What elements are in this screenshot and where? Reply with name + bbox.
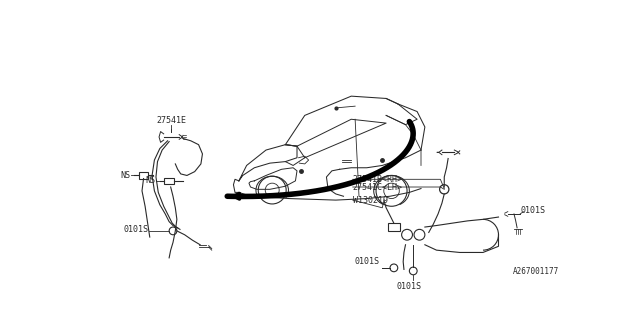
FancyBboxPatch shape (139, 172, 148, 179)
Text: 27541E: 27541E (156, 116, 186, 124)
Text: 0101S: 0101S (397, 282, 422, 291)
Text: 0101S: 0101S (123, 225, 148, 234)
FancyBboxPatch shape (388, 223, 400, 231)
Text: 27541B<RH>: 27541B<RH> (353, 175, 403, 184)
Text: 0101S: 0101S (520, 206, 545, 215)
Text: 27541C<LH>: 27541C<LH> (353, 182, 403, 191)
Text: 0101S: 0101S (355, 257, 380, 266)
Text: NS: NS (145, 176, 155, 185)
FancyBboxPatch shape (164, 178, 174, 184)
Text: W130219: W130219 (353, 196, 388, 204)
Text: NS: NS (120, 171, 131, 180)
Text: A267001177: A267001177 (513, 267, 559, 276)
